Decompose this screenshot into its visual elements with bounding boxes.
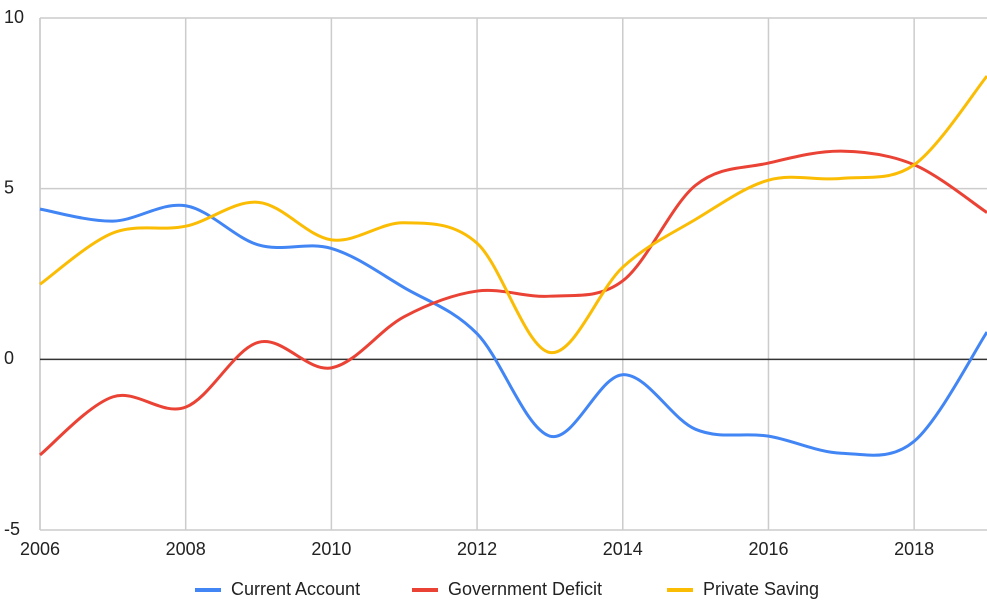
legend-label: Current Account: [231, 579, 360, 599]
x-tick-label: 2014: [603, 539, 643, 559]
x-tick-label: 2016: [748, 539, 788, 559]
legend-label: Private Saving: [703, 579, 819, 599]
series-line: [39, 149, 987, 457]
y-tick-label: 5: [4, 177, 14, 197]
x-tick-label: 2008: [166, 539, 206, 559]
x-tick-label: 2006: [20, 539, 60, 559]
x-tick-label: 2018: [894, 539, 934, 559]
series-line: [39, 203, 987, 457]
legend-label: Government Deficit: [448, 579, 602, 599]
y-tick-label: 0: [4, 348, 14, 368]
series-line: [39, 75, 987, 355]
y-tick-label: -5: [4, 519, 20, 539]
x-tick-label: 2010: [311, 539, 351, 559]
y-tick-label: 10: [4, 7, 24, 27]
x-tick-label: 2012: [457, 539, 497, 559]
